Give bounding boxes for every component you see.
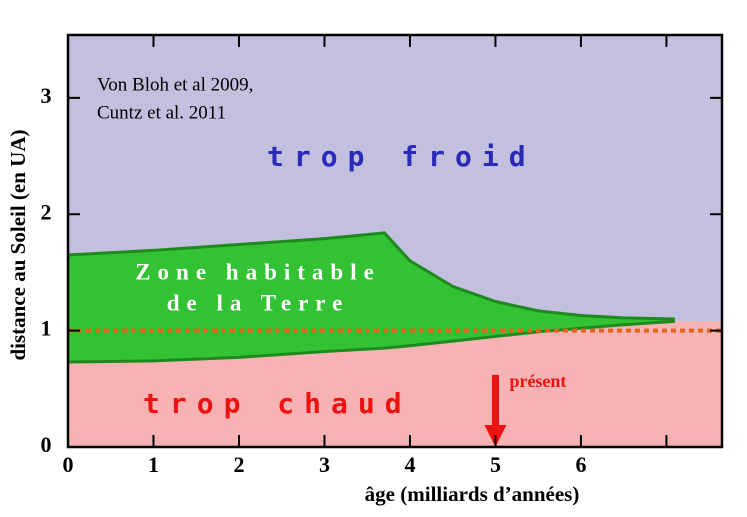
x-tick-label: 4 (404, 452, 415, 477)
cold-label: trop froid (267, 140, 536, 173)
x-axis-label: âge (milliards d’années) (365, 482, 580, 506)
source-note: Cuntz et al. 2011 (97, 102, 226, 123)
zone-label: Zone habitable (135, 259, 381, 284)
hot-label: trop chaud (143, 387, 412, 420)
y-tick-label: 1 (41, 316, 52, 341)
x-tick-label: 6 (575, 452, 586, 477)
x-tick-label: 2 (233, 452, 244, 477)
y-tick-label: 3 (41, 83, 52, 108)
zone-edge (67, 319, 676, 364)
x-tick-label: 0 (63, 452, 74, 477)
habitable-zone (68, 232, 675, 363)
source-note: Von Bloh et al 2009, (97, 74, 253, 95)
y-tick-label: 2 (41, 199, 52, 224)
zone-edge (67, 231, 676, 321)
x-tick-label: 1 (148, 452, 159, 477)
y-axis-label: distance au Soleil (en UA) (6, 129, 30, 360)
x-tick-label: 5 (490, 452, 501, 477)
zone-label: de la Terre (167, 290, 350, 315)
hot-region (68, 321, 722, 447)
x-tick-label: 3 (319, 452, 330, 477)
present-label: présent (509, 371, 566, 391)
plot-frame (66, 33, 724, 449)
y-tick-label: 0 (41, 432, 52, 457)
